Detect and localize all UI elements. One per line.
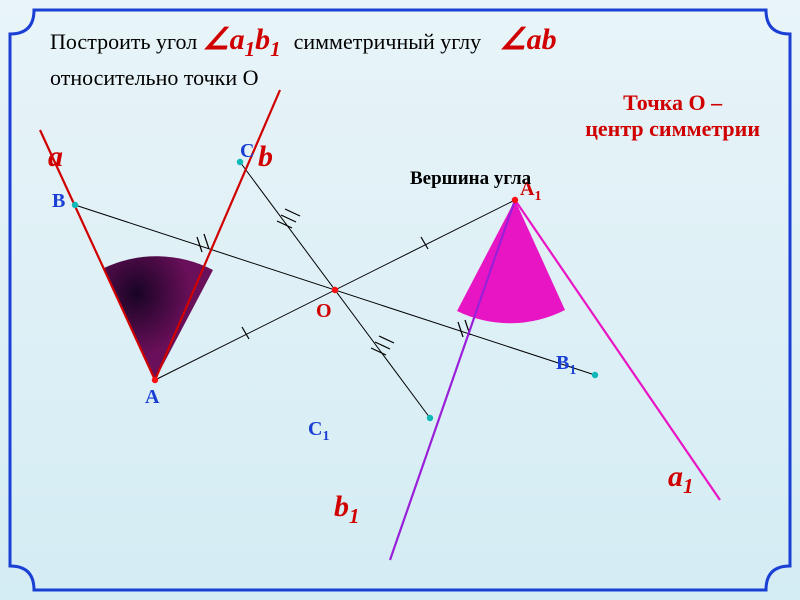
tick-OC1 — [371, 336, 394, 355]
instruction-text: Построить угол ∠a1b1 симметричный углу ∠… — [50, 20, 557, 93]
label-B1: В1 — [556, 352, 576, 379]
ray-a1 — [515, 200, 720, 500]
label-ray-b: b — [258, 140, 273, 174]
pt-B1 — [592, 372, 598, 378]
label-ray-a1: a1 — [668, 460, 694, 499]
sym-l2: центр симметрии — [585, 116, 760, 141]
pt-C1 — [427, 415, 433, 421]
label-O: О — [316, 300, 332, 323]
ray-b1 — [390, 200, 515, 560]
angle2-pre: ∠ — [500, 23, 527, 56]
instr-p3: относительно точки О — [50, 65, 259, 90]
label-vertex: Вершина угла — [410, 168, 531, 190]
sym-l1: Точка О – — [623, 90, 722, 115]
angle1-pre: ∠ — [203, 23, 230, 56]
label-C: С — [240, 140, 254, 163]
angle1-a: a — [230, 23, 245, 56]
angle-wedge-a1b1 — [457, 200, 565, 323]
tick-BO — [197, 234, 209, 252]
label-A: А — [145, 386, 159, 409]
pt-A — [152, 377, 158, 383]
angle-wedge-ab — [104, 256, 213, 380]
pt-B — [72, 202, 78, 208]
symmetry-center-label: Точка О – центр симметрии — [585, 90, 760, 143]
label-B: В — [52, 190, 65, 213]
pt-A1 — [512, 197, 518, 203]
angle1-sub2: 1 — [270, 37, 281, 61]
label-C1: С1 — [308, 418, 329, 445]
angle1-b: b — [255, 23, 270, 56]
label-ray-b1: b1 — [334, 490, 360, 529]
instr-p1: Построить угол — [50, 29, 197, 54]
pt-O — [332, 287, 338, 293]
tick-CO — [277, 209, 300, 228]
instr-p2: симметричный углу — [294, 29, 482, 54]
angle1-sub1: 1 — [245, 37, 256, 61]
angle2: ab — [527, 23, 557, 56]
ray-b — [155, 90, 280, 380]
tick-OA1 — [421, 237, 428, 249]
label-ray-a: a — [48, 140, 63, 174]
